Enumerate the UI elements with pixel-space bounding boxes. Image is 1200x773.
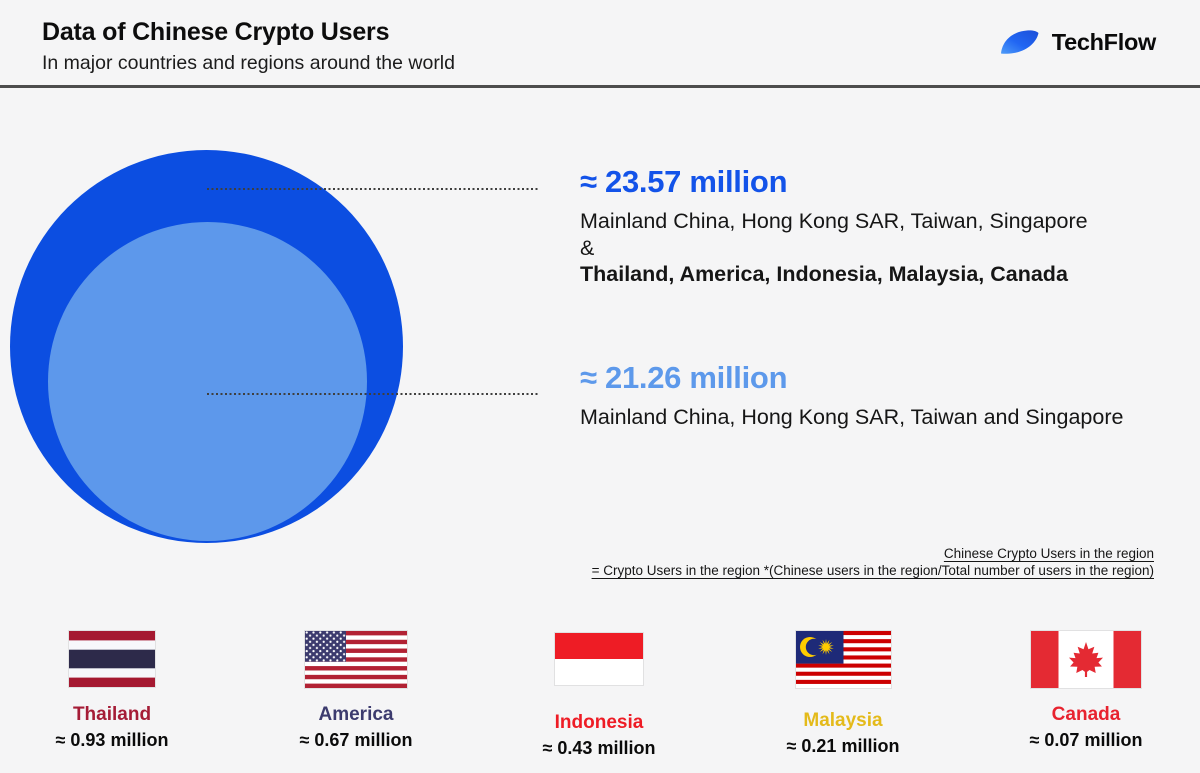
country-column-canada: Canada ≈ 0.07 million xyxy=(976,630,1196,751)
flag-box xyxy=(733,630,953,689)
country-value: ≈ 0.93 million xyxy=(55,730,169,750)
page-subtitle: In major countries and regions around th… xyxy=(42,52,455,74)
flag-box xyxy=(246,630,466,689)
annotation-inner: ≈ 21.26 million Mainland China, Hong Kon… xyxy=(580,360,1123,431)
canada-flag xyxy=(1030,630,1142,689)
outer-value: ≈ 23.57 million xyxy=(580,164,788,199)
country-label: Indonesia xyxy=(554,712,644,733)
inner-regions: Mainland China, Hong Kong SAR, Taiwan an… xyxy=(580,405,1124,429)
brand: TechFlow xyxy=(999,28,1156,56)
country-label: Thailand xyxy=(72,704,152,725)
flag-box xyxy=(2,630,222,689)
leader-line-outer xyxy=(207,188,540,190)
country-label: Malaysia xyxy=(803,710,883,731)
country-value: ≈ 0.67 million xyxy=(299,730,413,750)
leader-line-inner xyxy=(207,393,540,395)
country-value: ≈ 0.43 million xyxy=(542,738,656,758)
country-column-indonesia: Indonesia ≈ 0.43 million xyxy=(489,631,709,759)
country-column-america: America ≈ 0.67 million xyxy=(246,630,466,751)
ampersand: & xyxy=(580,235,595,260)
header: Data of Chinese Crypto Users In major co… xyxy=(42,18,455,75)
country-column-malaysia: Malaysia ≈ 0.21 million xyxy=(733,630,953,757)
annotation-outer: ≈ 23.57 million Mainland China, Hong Kon… xyxy=(580,164,1088,288)
header-divider xyxy=(0,85,1200,88)
flag-box xyxy=(489,631,709,691)
malaysia-flag xyxy=(794,630,892,689)
brand-name: TechFlow xyxy=(1051,28,1157,55)
america-flag xyxy=(304,630,408,689)
inner-circle xyxy=(48,222,367,541)
country-value: ≈ 0.07 million xyxy=(1029,730,1143,750)
country-label: America xyxy=(318,704,394,725)
outer-regions-bold: Thailand, America, Indonesia, Malaysia, … xyxy=(580,262,1068,286)
country-value: ≈ 0.21 million xyxy=(786,736,900,756)
formula-footnote: Chinese Crypto Users in the region = Cry… xyxy=(592,546,1154,579)
flag-box xyxy=(976,630,1196,689)
thailand-flag xyxy=(68,630,156,688)
techflow-logo-icon xyxy=(1000,30,1039,54)
country-label: Canada xyxy=(1051,704,1121,725)
formula-expression: = Crypto Users in the region *(Chinese u… xyxy=(591,562,1154,578)
indonesia-flag xyxy=(554,632,644,686)
outer-regions: Mainland China, Hong Kong SAR, Taiwan, S… xyxy=(580,209,1088,233)
inner-value: ≈ 21.26 million xyxy=(580,360,788,395)
formula-numerator: Chinese Crypto Users in the region xyxy=(943,546,1154,561)
page-title: Data of Chinese Crypto Users xyxy=(42,18,390,46)
country-column-thailand: Thailand ≈ 0.93 million xyxy=(2,630,222,751)
